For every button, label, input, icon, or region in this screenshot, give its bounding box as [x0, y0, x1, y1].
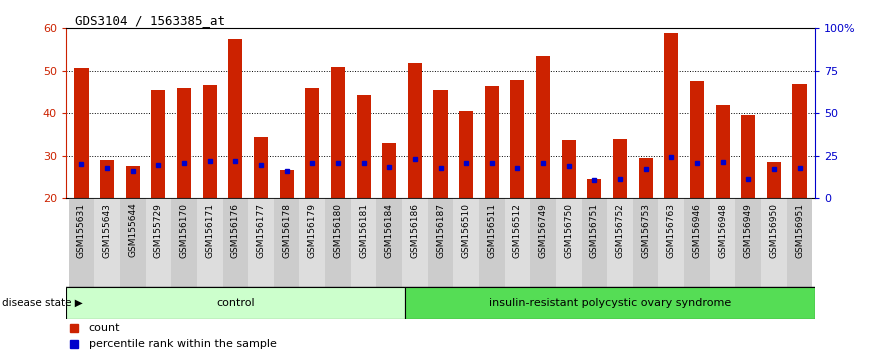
Text: GSM156948: GSM156948: [718, 202, 727, 258]
Bar: [100, 160, 115, 198]
Bar: [402, 198, 427, 287]
Bar: [279, 170, 293, 198]
Text: GSM156186: GSM156186: [411, 202, 419, 258]
Text: control: control: [216, 298, 255, 308]
Bar: [120, 198, 145, 287]
Bar: [741, 115, 755, 198]
Text: GSM156751: GSM156751: [590, 202, 599, 258]
Text: GSM156180: GSM156180: [333, 202, 343, 258]
Text: GSM156752: GSM156752: [616, 202, 625, 258]
Text: GSM155631: GSM155631: [77, 202, 86, 258]
Bar: [454, 198, 479, 287]
Text: count: count: [88, 323, 120, 333]
Text: GSM156179: GSM156179: [307, 202, 317, 258]
Bar: [382, 143, 396, 198]
Bar: [459, 111, 473, 198]
Text: GDS3104 / 1563385_at: GDS3104 / 1563385_at: [75, 14, 225, 27]
Text: GSM156181: GSM156181: [359, 202, 368, 258]
Text: GSM156750: GSM156750: [564, 202, 574, 258]
Bar: [562, 141, 576, 198]
Text: GSM155644: GSM155644: [129, 202, 137, 257]
Bar: [66, 287, 404, 319]
Bar: [639, 158, 653, 198]
Bar: [536, 56, 550, 198]
Bar: [177, 88, 191, 198]
Bar: [427, 198, 454, 287]
Bar: [664, 33, 678, 198]
Text: GSM156511: GSM156511: [487, 202, 496, 258]
Bar: [510, 80, 524, 198]
Bar: [274, 198, 300, 287]
Text: GSM156171: GSM156171: [205, 202, 214, 258]
Bar: [793, 84, 807, 198]
Text: GSM156510: GSM156510: [462, 202, 470, 258]
Text: GSM155643: GSM155643: [102, 202, 112, 258]
Bar: [248, 198, 274, 287]
Text: percentile rank within the sample: percentile rank within the sample: [88, 339, 277, 349]
Bar: [761, 198, 787, 287]
Bar: [152, 90, 166, 198]
Text: GSM156946: GSM156946: [692, 202, 701, 258]
Bar: [305, 88, 319, 198]
Bar: [254, 137, 268, 198]
Text: GSM156177: GSM156177: [256, 202, 265, 258]
Bar: [766, 162, 781, 198]
Text: insulin-resistant polycystic ovary syndrome: insulin-resistant polycystic ovary syndr…: [489, 298, 731, 308]
Bar: [331, 67, 345, 198]
Bar: [736, 198, 761, 287]
Text: GSM156178: GSM156178: [282, 202, 291, 258]
Bar: [588, 179, 602, 198]
Bar: [505, 198, 530, 287]
Bar: [69, 198, 94, 287]
Text: GSM156176: GSM156176: [231, 202, 240, 258]
Bar: [404, 287, 815, 319]
Text: disease state ▶: disease state ▶: [2, 298, 83, 308]
Text: GSM156187: GSM156187: [436, 202, 445, 258]
Bar: [633, 198, 658, 287]
Bar: [787, 198, 812, 287]
Text: GSM156184: GSM156184: [385, 202, 394, 258]
Bar: [145, 198, 171, 287]
Bar: [376, 198, 402, 287]
Bar: [607, 198, 633, 287]
Text: GSM155729: GSM155729: [154, 202, 163, 258]
Text: GSM156763: GSM156763: [667, 202, 676, 258]
Bar: [433, 90, 448, 198]
Bar: [223, 198, 248, 287]
Bar: [94, 198, 120, 287]
Text: GSM156512: GSM156512: [513, 202, 522, 258]
Bar: [74, 68, 88, 198]
Bar: [530, 198, 556, 287]
Bar: [710, 198, 736, 287]
Bar: [300, 198, 325, 287]
Text: GSM156753: GSM156753: [641, 202, 650, 258]
Text: GSM156170: GSM156170: [180, 202, 189, 258]
Bar: [658, 198, 685, 287]
Bar: [171, 198, 196, 287]
Bar: [556, 198, 581, 287]
Bar: [408, 63, 422, 198]
Text: GSM156951: GSM156951: [795, 202, 804, 258]
Bar: [228, 39, 242, 198]
Bar: [351, 198, 376, 287]
Bar: [203, 85, 217, 198]
Text: GSM156950: GSM156950: [769, 202, 779, 258]
Bar: [581, 198, 607, 287]
Bar: [357, 96, 371, 198]
Bar: [485, 86, 499, 198]
Bar: [325, 198, 351, 287]
Bar: [196, 198, 223, 287]
Bar: [613, 139, 627, 198]
Bar: [126, 166, 140, 198]
Bar: [685, 198, 710, 287]
Text: GSM156949: GSM156949: [744, 202, 752, 258]
Text: GSM156749: GSM156749: [538, 202, 548, 258]
Bar: [690, 81, 704, 198]
Bar: [715, 105, 729, 198]
Bar: [479, 198, 505, 287]
